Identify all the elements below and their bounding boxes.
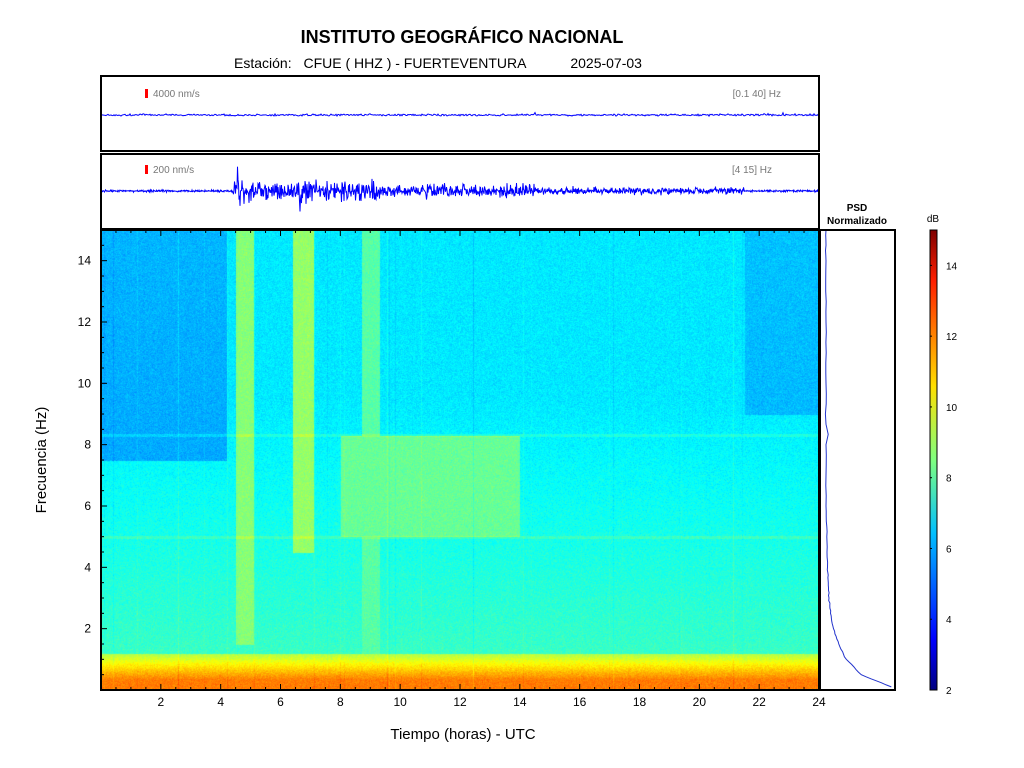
seismogram-broadband-trace	[100, 111, 820, 118]
station-subtitle: Estación: CFUE ( HHZ ) - FUERTEVENTURA 2…	[234, 55, 642, 71]
y-tick-label: 10	[78, 376, 92, 390]
x-tick-label: 4	[217, 695, 224, 709]
y-tick-label: 6	[84, 499, 91, 513]
x-axis-label: Tiempo (horas) - UTC	[390, 726, 535, 743]
spectrogram-image	[101, 230, 819, 690]
psd-title-line1: PSD	[847, 203, 868, 214]
x-tick-label: 16	[573, 695, 587, 709]
band-label: [0.1 40] Hz	[733, 89, 781, 100]
seismogram-filtered-trace	[100, 166, 820, 212]
colorbar-tick-label: 2	[946, 686, 952, 697]
x-tick-label: 20	[693, 695, 707, 709]
x-tick-label: 8	[337, 695, 344, 709]
colorbar-tick-label: 10	[946, 403, 958, 414]
y-tick-label: 14	[78, 254, 92, 268]
station-value: CFUE ( HHZ ) - FUERTEVENTURA	[303, 55, 527, 71]
scale-label: 4000 nm/s	[153, 89, 200, 100]
x-tick-label: 18	[633, 695, 647, 709]
seismogram-broadband-panel: 4000 nm/s [0.1 40] Hz	[100, 75, 820, 152]
colorbar-ticks: 2 4 6 8 10 12 14	[930, 261, 958, 697]
colorbar-label: dB	[927, 214, 940, 225]
band-label: [4 15] Hz	[732, 165, 772, 176]
seismogram-filtered-panel: 200 nm/s [4 15] Hz	[100, 153, 820, 230]
scale-bar-marker	[145, 165, 148, 174]
station-label: Estación:	[234, 55, 292, 71]
psd-curve	[824, 229, 892, 688]
x-tick-label: 14	[513, 695, 527, 709]
psd-panel: PSD Normalizado	[819, 203, 896, 691]
colorbar-tick-label: 14	[946, 261, 958, 272]
x-tick-label: 10	[393, 695, 407, 709]
colorbar-tick-label: 8	[946, 474, 952, 485]
psd-title-line2: Normalizado	[827, 216, 887, 227]
x-tick-label: 24	[812, 695, 826, 709]
colorbar-gradient	[929, 229, 938, 691]
station-date: 2025-07-03	[570, 55, 642, 71]
x-tick-label: 6	[277, 695, 284, 709]
colorbar-tick-label: 4	[946, 615, 952, 626]
x-tick-label: 12	[453, 695, 467, 709]
colorbar: dB 2 4 6 8 10 12 14	[927, 214, 958, 697]
colorbar-tick-label: 12	[946, 332, 958, 343]
y-tick-label: 4	[84, 560, 91, 574]
y-tick-label: 8	[84, 438, 91, 452]
scale-bar-marker	[145, 89, 148, 98]
page-title: INSTITUTO GEOGRÁFICO NACIONAL	[300, 27, 624, 47]
y-axis-label: Frecuencia (Hz)	[33, 407, 50, 514]
scale-label: 200 nm/s	[153, 165, 194, 176]
colorbar-tick-label: 6	[946, 544, 952, 555]
x-tick-label: 2	[157, 695, 164, 709]
y-tick-label: 12	[78, 315, 92, 329]
y-tick-label: 2	[84, 622, 91, 636]
x-tick-label: 22	[752, 695, 766, 709]
